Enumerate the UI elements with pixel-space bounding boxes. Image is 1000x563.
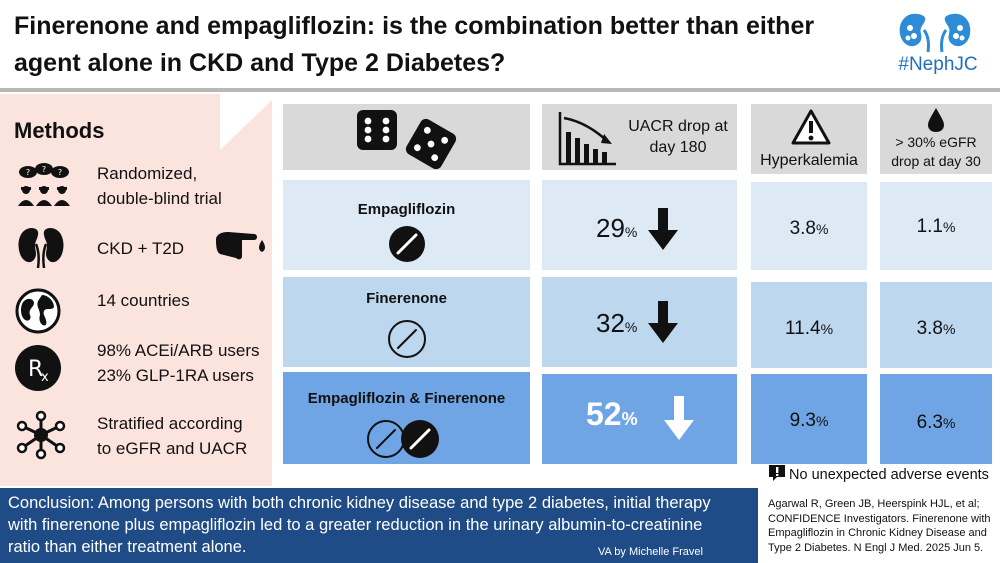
arrow-down-icon [648, 301, 678, 343]
dice-icon [357, 110, 457, 170]
globe-icon [15, 288, 61, 334]
methods-item-stratification: Stratified according to eGFR and UACR [97, 414, 248, 458]
pill-combination-icon [367, 420, 439, 458]
table-cell-egfr: 1.1% [880, 182, 992, 270]
conclusion-panel [0, 488, 758, 563]
table-row-combination-label: Empagliflozin & Finerenone [283, 372, 530, 464]
uacr-value: 29% [596, 213, 638, 243]
methods-corner-fold [220, 94, 276, 150]
table-row-finerenone-label: Finerenone [283, 277, 530, 367]
methods-item-design: Randomized, double-blind trial [97, 164, 222, 208]
table-row-empagliflozin-label: Empagliflozin [283, 180, 530, 270]
svg-text:?: ? [26, 168, 30, 177]
arrow-down-white-icon [664, 396, 694, 440]
treatment-label: Finerenone [366, 290, 447, 307]
masked-people-icon: ? ? ? [18, 163, 70, 206]
title-line-1: Finerenone and empagliflozin: is the com… [14, 12, 815, 40]
header-cell-uacr: UACR drop at day 180 [542, 104, 737, 170]
methods-item-population: CKD + T2D [97, 239, 185, 258]
uacr-value: 32% [596, 308, 638, 338]
page-title: Finerenone and empagliflozin: is the com… [14, 8, 884, 82]
pill-outline-icon [388, 320, 426, 358]
title-line-2: agent alone in CKD and Type 2 Diabetes? [14, 49, 506, 77]
header-uacr-label: UACR drop at day 180 [628, 118, 728, 156]
pill-filled-icon [389, 226, 425, 262]
hyperkalemia-value: 11.4% [784, 318, 834, 339]
svg-text:x: x [41, 370, 49, 385]
header-egfr-label: > 30% eGFR drop at day 30 [891, 134, 981, 169]
exclamation-bubble-icon [769, 465, 785, 481]
table-cell-uacr: 32% [542, 277, 737, 367]
hyperkalemia-value: 3.8% [789, 218, 829, 239]
title-divider [0, 88, 1000, 92]
citation: Agarwal R, Green JB, Heerspink HJL, et a… [768, 498, 991, 554]
methods-item-medications: 98% ACEi/ARB users 23% GLP-1RA users [97, 341, 260, 385]
uacr-value: 52% [586, 396, 638, 432]
header-cell-hyperkalemia: Hyperkalemia [751, 104, 867, 174]
table-cell-hyperkalemia: 11.4% [751, 282, 867, 368]
methods-title: Methods [14, 118, 105, 143]
nephjc-logo: #NephJC [888, 8, 988, 78]
warning-icon [791, 109, 831, 145]
network-icon [16, 410, 66, 460]
table-cell-hyperkalemia: 3.8% [751, 182, 867, 270]
table-cell-uacr: 29% [542, 180, 737, 270]
egfr-value: 3.8% [916, 318, 956, 339]
egfr-value: 1.1% [916, 216, 956, 237]
svg-text:?: ? [58, 168, 62, 177]
notice-text: No unexpected adverse events [789, 467, 989, 483]
header-cell-egfr: > 30% eGFR drop at day 30 [880, 104, 992, 174]
table-cell-hyperkalemia: 9.3% [751, 374, 867, 464]
svg-text:?: ? [42, 165, 46, 174]
table-cell-egfr: 3.8% [880, 282, 992, 368]
arrow-down-icon [648, 208, 678, 250]
drop-icon [928, 108, 944, 132]
treatment-label: Empagliflozin [357, 201, 456, 218]
author-credit: VA by Michelle Fravel [598, 546, 703, 558]
table-cell-uacr: 52% [542, 374, 737, 464]
adverse-events-notice: No unexpected adverse events [768, 464, 989, 483]
conclusion-text: Conclusion: Among persons with both chro… [8, 494, 711, 556]
header-cell-treatment [283, 104, 530, 170]
fingerstick-icon [216, 232, 265, 260]
logo-hashtag: #NephJC [898, 54, 978, 75]
kidneys-logo-icon [899, 13, 971, 53]
header-hyperkalemia-label: Hyperkalemia [760, 152, 858, 169]
egfr-value: 6.3% [916, 412, 956, 433]
svg-text:R: R [28, 357, 43, 382]
hyperkalemia-value: 9.3% [789, 410, 829, 431]
kidneys-icon [18, 228, 64, 269]
methods-item-sites: 14 countries [97, 291, 190, 310]
table-cell-egfr: 6.3% [880, 374, 992, 464]
rx-icon: R x [15, 345, 61, 391]
bar-chart-decline-icon [558, 112, 616, 166]
treatment-label: Empagliflozin & Finerenone [307, 390, 506, 407]
